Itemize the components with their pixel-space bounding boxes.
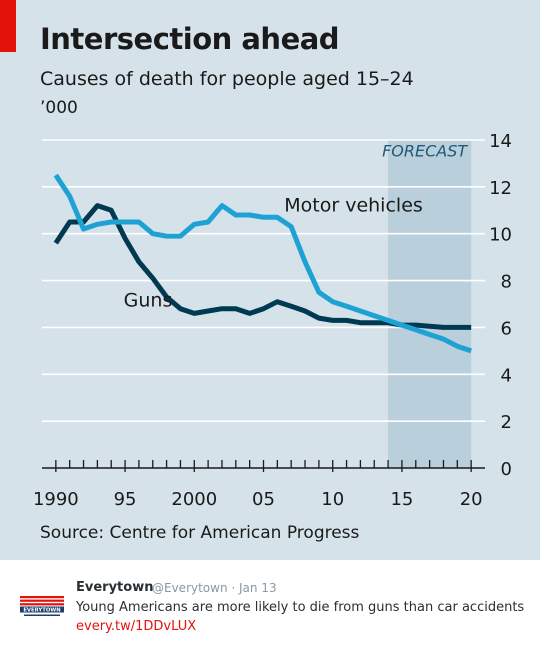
x-tick-label: 05: [252, 489, 275, 510]
tweet-link[interactable]: every.tw/1DDvLUX: [76, 619, 197, 634]
y-tick-label: 10: [489, 225, 512, 246]
tweet-author-name[interactable]: Everytown: [76, 580, 154, 595]
forecast-band: [388, 140, 472, 468]
chart-unit: ’000: [40, 98, 78, 118]
series-layer: [53, 173, 473, 354]
x-tick-label: 2000: [171, 489, 217, 510]
chart-title: Intersection ahead: [40, 22, 340, 56]
x-tick-label: 95: [114, 489, 137, 510]
source-note: Source: Centre for American Progress: [40, 523, 360, 543]
tweet-text: Young Americans are more likely to die f…: [76, 600, 525, 615]
tweet-card: [0, 560, 540, 646]
y-tick-label: 4: [501, 365, 512, 386]
x-axis: 1990 95 2000 05 10 15 20: [33, 460, 485, 510]
series-label-guns: Guns: [124, 289, 173, 311]
y-axis: 0 2 4 6 8 10 12 14: [489, 131, 512, 480]
tweet-handle-date[interactable]: @Everytown · Jan 13: [152, 581, 277, 595]
forecast-label: FORECAST: [382, 141, 468, 160]
y-tick-label: 14: [489, 131, 512, 152]
y-tick-label: 2: [501, 412, 512, 433]
y-tick-label: 12: [489, 178, 512, 199]
y-tick-label: 6: [501, 318, 512, 339]
chart-subtitle: Causes of death for people aged 15–24: [40, 68, 414, 90]
x-tick-label: 20: [460, 489, 483, 510]
y-tick-label: 8: [501, 272, 512, 293]
accent-tab: [0, 0, 16, 52]
x-tick-label: 15: [390, 489, 413, 510]
series-label-motor-vehicles: Motor vehicles: [284, 194, 423, 216]
avatar-label: EVERYTOWN: [23, 607, 60, 613]
y-tick-label: 0: [501, 459, 512, 480]
everytown-logo-icon[interactable]: EVERYTOWN: [18, 596, 66, 618]
x-tick-label: 1990: [33, 489, 79, 510]
x-tick-label: 10: [321, 489, 344, 510]
series-line-motor-vehicles: [53, 173, 473, 354]
